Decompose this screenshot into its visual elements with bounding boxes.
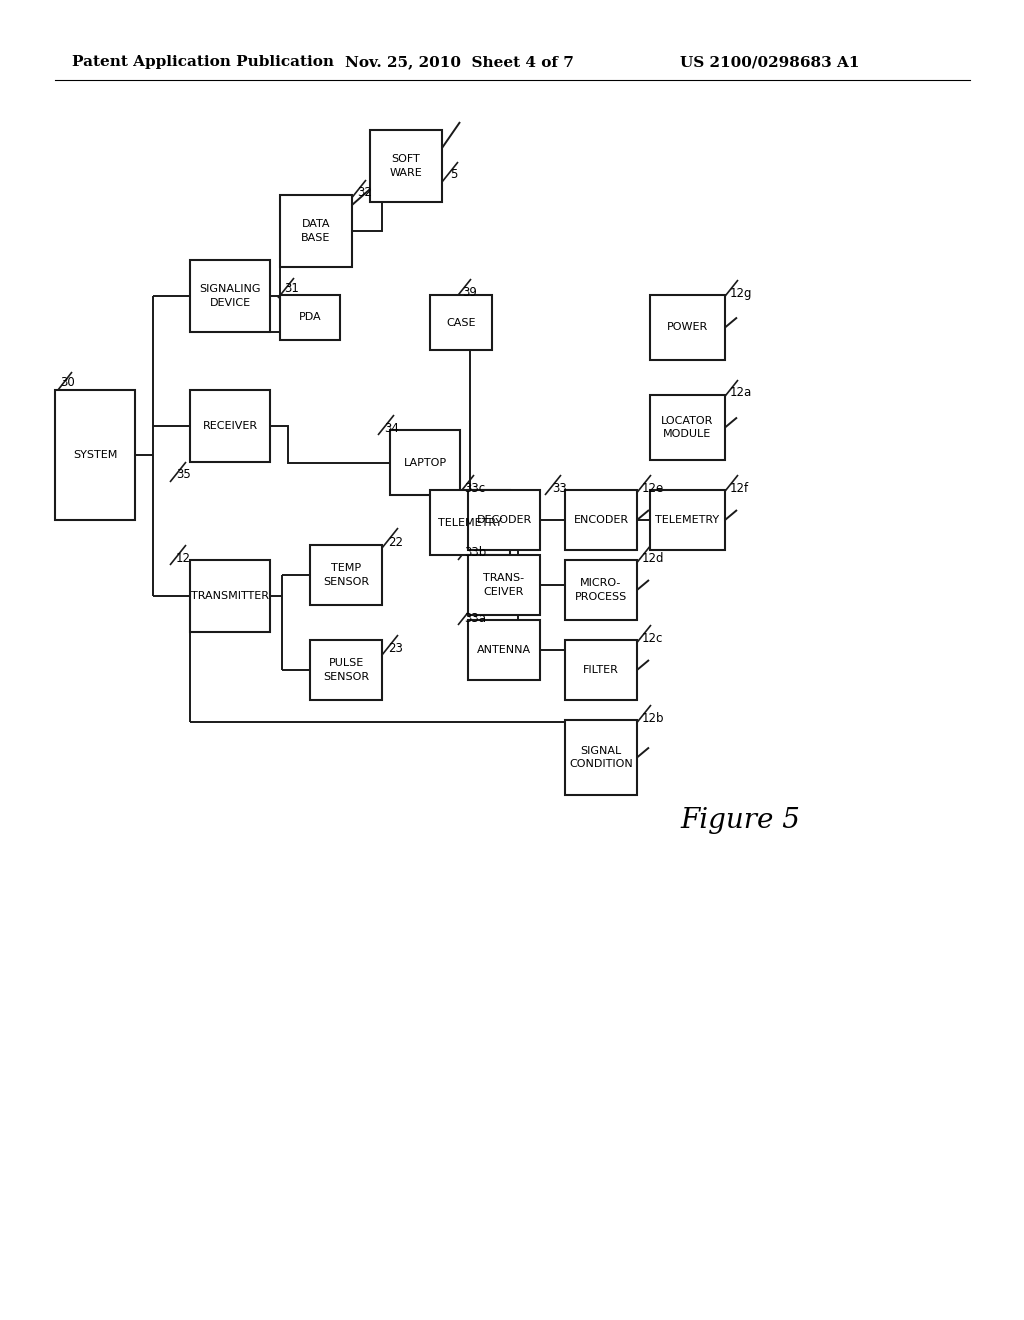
Text: TRANS-
CEIVER: TRANS- CEIVER — [483, 573, 524, 597]
Text: 32: 32 — [357, 186, 372, 198]
Text: 12b: 12b — [642, 711, 665, 725]
Bar — [430, 294, 492, 350]
Bar — [468, 620, 540, 680]
Text: 12e: 12e — [642, 482, 665, 495]
Text: LOCATOR
MODULE: LOCATOR MODULE — [662, 416, 714, 440]
Text: SOFT
WARE: SOFT WARE — [389, 154, 422, 178]
Text: TEMP
SENSOR: TEMP SENSOR — [323, 564, 369, 586]
Text: ANTENNA: ANTENNA — [477, 645, 531, 655]
Bar — [468, 490, 540, 550]
Bar — [390, 430, 460, 495]
Text: SIGNAL
CONDITION: SIGNAL CONDITION — [569, 746, 633, 770]
Text: PULSE
SENSOR: PULSE SENSOR — [323, 659, 369, 681]
Bar — [190, 260, 270, 333]
Text: 33: 33 — [552, 482, 566, 495]
Text: SYSTEM: SYSTEM — [73, 450, 117, 459]
Bar — [565, 640, 637, 700]
Bar — [650, 395, 725, 459]
Text: DECODER: DECODER — [476, 515, 531, 525]
Bar — [190, 560, 270, 632]
Bar — [310, 545, 382, 605]
Bar — [190, 389, 270, 462]
Text: 31: 31 — [284, 281, 299, 294]
Text: 12: 12 — [176, 552, 191, 565]
Text: 12c: 12c — [642, 631, 664, 644]
Text: MICRO-
PROCESS: MICRO- PROCESS — [574, 578, 627, 602]
Bar — [565, 719, 637, 795]
Bar — [55, 389, 135, 520]
Text: POWER: POWER — [667, 322, 709, 333]
Text: 30: 30 — [60, 375, 75, 388]
Text: Patent Application Publication: Patent Application Publication — [72, 55, 334, 69]
Text: TELEMETRY: TELEMETRY — [655, 515, 720, 525]
Text: SIGNALING
DEVICE: SIGNALING DEVICE — [200, 284, 261, 308]
Text: 34: 34 — [384, 421, 399, 434]
Bar — [310, 640, 382, 700]
Text: TELEMETRY: TELEMETRY — [438, 517, 502, 528]
Text: 33c: 33c — [464, 482, 485, 495]
Bar — [565, 490, 637, 550]
Bar — [468, 554, 540, 615]
Text: PDA: PDA — [299, 313, 322, 322]
Text: FILTER: FILTER — [583, 665, 618, 675]
Bar — [280, 195, 352, 267]
Text: DATA
BASE: DATA BASE — [301, 219, 331, 243]
Text: TRANSMITTER: TRANSMITTER — [191, 591, 269, 601]
Text: 12d: 12d — [642, 552, 665, 565]
Bar — [650, 490, 725, 550]
Text: US 2100/0298683 A1: US 2100/0298683 A1 — [680, 55, 859, 69]
Text: 12f: 12f — [730, 482, 750, 495]
Text: 22: 22 — [388, 536, 403, 549]
Text: 35: 35 — [176, 469, 190, 482]
Text: 39: 39 — [462, 285, 477, 298]
Text: Nov. 25, 2010  Sheet 4 of 7: Nov. 25, 2010 Sheet 4 of 7 — [345, 55, 573, 69]
Bar — [650, 294, 725, 360]
Bar — [565, 560, 637, 620]
Text: RECEIVER: RECEIVER — [203, 421, 258, 432]
Text: 33b: 33b — [464, 545, 486, 558]
Bar — [280, 294, 340, 341]
Bar — [370, 129, 442, 202]
Text: LAPTOP: LAPTOP — [403, 458, 446, 467]
Text: 33a: 33a — [464, 611, 486, 624]
Text: Figure 5: Figure 5 — [680, 807, 800, 833]
Text: 12g: 12g — [730, 286, 753, 300]
Bar — [430, 490, 510, 554]
Text: ENCODER: ENCODER — [573, 515, 629, 525]
Text: 12a: 12a — [730, 387, 753, 400]
Text: 5: 5 — [450, 169, 458, 181]
Text: CASE: CASE — [446, 318, 476, 327]
Text: 23: 23 — [388, 642, 402, 655]
